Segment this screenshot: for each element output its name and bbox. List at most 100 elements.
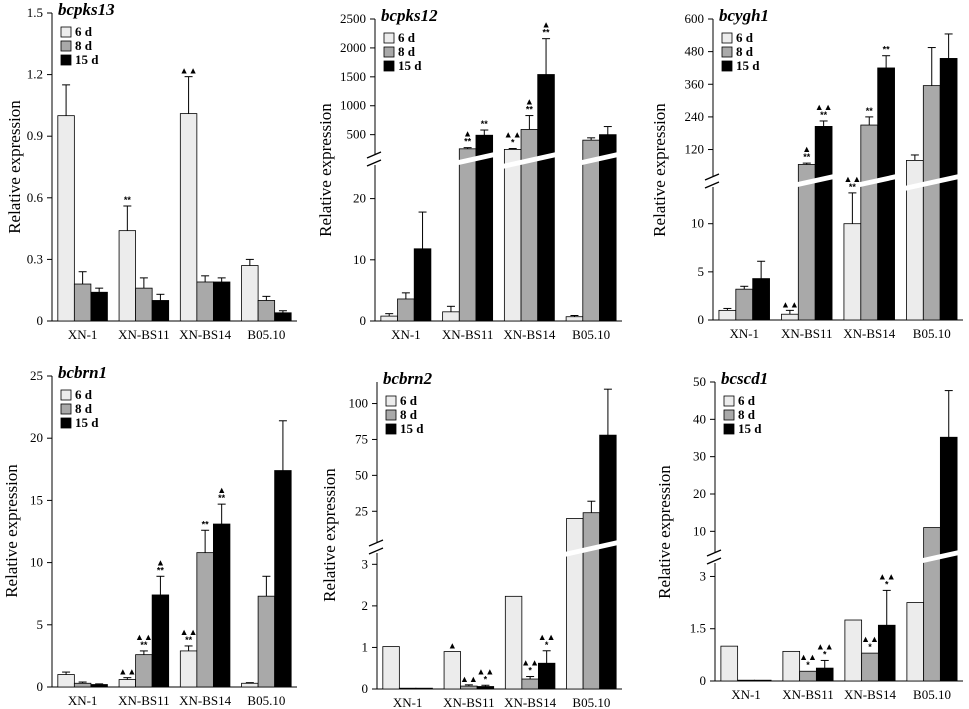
bar-15d-XN-BS14 <box>537 74 555 322</box>
y-tick-label: 0 <box>700 673 707 688</box>
legend-swatch <box>723 409 735 421</box>
x-category-label: B05.10 <box>913 326 951 341</box>
legend-swatch <box>723 423 735 435</box>
bar-6d-XN-BS11 <box>782 650 801 682</box>
bar-15d-B05.10 <box>599 434 617 690</box>
significance-mark: ▲▲ <box>180 627 198 637</box>
bar-15d-XN-1 <box>415 687 433 690</box>
significance-mark: * <box>528 666 532 676</box>
axis-break-mark <box>368 547 384 555</box>
significance-mark: ▲▲ <box>799 652 817 662</box>
bar-8d-XN-1 <box>398 687 417 690</box>
significance-mark: ** <box>883 45 891 55</box>
bar-15d-XN-1 <box>413 248 432 322</box>
bar-6d-XN-1 <box>380 315 398 322</box>
significance-mark: ▲▲ <box>460 674 478 684</box>
bar-6d-XN-BS14 <box>179 650 198 688</box>
x-category-label: XN-BS14 <box>179 327 232 342</box>
legend-swatch <box>60 403 72 415</box>
y-tick-label: 10 <box>30 555 43 570</box>
significance-mark: ▲▲ <box>861 634 879 644</box>
bar-8d-XN-BS11 <box>458 148 477 322</box>
bar-15d-XN-1 <box>752 278 770 321</box>
legend-label: 15 d <box>75 52 99 67</box>
significance-mark: ** <box>202 519 210 529</box>
chart-title: bcbrn1 <box>58 363 107 382</box>
x-category-label: B05.10 <box>572 327 610 342</box>
legend-label: 8 d <box>75 38 93 53</box>
y-tick-label: 1 <box>362 639 369 654</box>
bar-8d-XN-BS11 <box>460 685 478 690</box>
bar-8d-XN-BS14 <box>521 678 539 690</box>
bar-break-band <box>841 174 897 191</box>
x-category-label: XN-1 <box>729 326 759 341</box>
bar-6d-XN-BS11 <box>442 311 460 322</box>
bar-15d-B05.10 <box>599 134 617 322</box>
legend-swatch <box>60 40 72 52</box>
x-category-label: XN-BS14 <box>504 695 557 709</box>
legend-label: 15 d <box>398 58 422 73</box>
y-tick-label: 5 <box>37 617 44 632</box>
y-tick-label: 50 <box>355 467 368 482</box>
bar-8d-B05.10 <box>257 595 276 688</box>
bar-6d-B05.10 <box>565 316 584 322</box>
legend-swatch <box>60 54 72 66</box>
axis-break-gap <box>367 155 383 165</box>
bar-8d-XN-BS11 <box>135 287 153 322</box>
significance-mark: ** <box>185 635 193 645</box>
axis-break-mark <box>366 151 382 159</box>
bar-6d-B05.10 <box>906 602 925 682</box>
y-tick-label: 20 <box>353 191 366 206</box>
significance-mark: ▲▲ <box>538 632 556 642</box>
legend-label: 8 d <box>398 44 416 59</box>
y-tick-label: 3 <box>700 568 707 583</box>
legend-swatch <box>721 32 733 44</box>
legend-swatch <box>60 389 72 401</box>
significance-mark: ▲ <box>156 557 165 567</box>
bar-break-band <box>779 174 835 191</box>
y-tick-label: 360 <box>685 76 705 91</box>
bar-15d-XN-BS14 <box>877 624 896 682</box>
y-tick-label: 0 <box>37 679 44 694</box>
x-category-label: XN-1 <box>393 695 423 709</box>
bar-15d-B05.10 <box>274 470 292 688</box>
y-tick-label: 10 <box>353 252 366 267</box>
y-tick-label: 40 <box>693 411 706 426</box>
bar-6d-XN-1 <box>57 674 75 688</box>
bar-8d-XN-1 <box>397 298 415 322</box>
legend-label: 8 d <box>738 407 756 422</box>
significance-mark: ▲▲ <box>521 658 539 668</box>
bar-6d-XN-1 <box>57 115 75 322</box>
legend-label: 6 d <box>400 393 418 408</box>
y-tick-label: 1.2 <box>27 67 43 82</box>
bar-6d-XN-1 <box>382 646 400 690</box>
bar-6d-XN-BS14 <box>504 595 523 690</box>
bar-8d-B05.10 <box>582 139 600 322</box>
y-axis-label: Relative expression <box>5 100 24 234</box>
bar-6d-XN-BS11 <box>118 230 137 322</box>
bar-15d-XN-BS11 <box>151 594 170 688</box>
significance-mark: ▲▲ <box>781 299 799 309</box>
y-axis-label: Relative expression <box>655 465 674 599</box>
bar-6d-XN-BS14 <box>503 148 522 322</box>
x-category-label: XN-BS11 <box>118 327 170 342</box>
y-tick-label: 15 <box>30 492 43 507</box>
y-tick-label: 1000 <box>340 98 366 113</box>
y-tick-label: 1500 <box>340 69 366 84</box>
x-category-label: XN-1 <box>68 327 98 342</box>
legend-swatch <box>60 417 72 429</box>
bar-8d-B05.10 <box>582 512 601 690</box>
bar-6d-B05.10 <box>241 682 259 688</box>
bar-break-band <box>904 174 960 191</box>
significance-mark: ▲▲ <box>878 571 896 581</box>
panel-bcpks13: 0 0.3 0.6 0.9 1.2 1.5 XN-1 XN-BS11 XN-BS14 B05.10… <box>5 0 297 342</box>
bar-8d-XN-BS14 <box>861 652 879 682</box>
legend-label: 6 d <box>75 24 93 39</box>
y-tick-label: 600 <box>685 11 705 26</box>
significance-mark: ▲ <box>525 97 534 107</box>
bar-15d-XN-BS14 <box>537 662 556 690</box>
chart-title: bcpks13 <box>58 0 115 19</box>
significance-mark: ▲▲ <box>180 66 198 76</box>
significance-mark: ** <box>124 195 132 205</box>
significance-mark: ▲ <box>463 129 472 139</box>
